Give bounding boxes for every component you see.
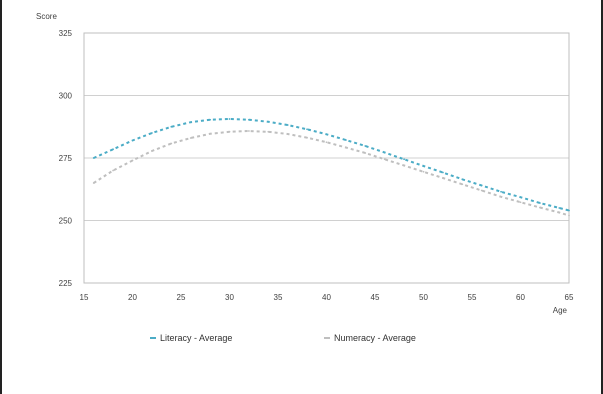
legend-label-literacy: Literacy - Average <box>160 333 232 343</box>
data-point <box>151 150 153 152</box>
series-line-literacy <box>93 117 570 212</box>
x-tick-label: 20 <box>128 293 137 302</box>
data-point <box>131 159 134 162</box>
data-point <box>189 137 192 139</box>
y-axis: 225 250 275 300 325 <box>59 29 73 288</box>
data-point <box>519 196 522 199</box>
x-axis-title: Age <box>553 306 568 315</box>
data-point <box>500 195 502 198</box>
data-point <box>209 132 212 135</box>
data-point <box>112 148 114 151</box>
data-point <box>248 130 250 132</box>
x-tick-label: 25 <box>177 293 186 302</box>
data-point <box>422 165 425 167</box>
data-point <box>189 121 192 124</box>
data-point <box>267 130 270 133</box>
data-point <box>442 171 444 174</box>
data-point <box>539 202 541 204</box>
data-point <box>131 139 134 142</box>
data-point <box>286 124 289 126</box>
series-line-numeracy <box>93 129 570 217</box>
data-point <box>209 118 212 121</box>
data-point <box>364 152 367 154</box>
data-point <box>422 170 425 173</box>
x-tick-label: 65 <box>565 293 574 302</box>
data-point <box>500 190 502 193</box>
y-tick-label: 300 <box>59 92 73 101</box>
data-point <box>568 214 570 217</box>
data-point <box>568 209 570 212</box>
data-point <box>403 164 405 167</box>
data-point <box>442 177 444 179</box>
data-point <box>480 189 483 192</box>
legend: Literacy - Average Numeracy - Average <box>150 333 416 343</box>
data-point <box>306 128 308 131</box>
data-point <box>170 142 173 145</box>
y-tick-label: 275 <box>59 154 73 163</box>
x-axis: 15 20 25 30 35 40 45 50 55 60 65 <box>80 293 574 302</box>
data-point <box>558 211 561 214</box>
series-layer <box>92 117 570 217</box>
data-point <box>248 118 250 121</box>
data-point <box>286 133 289 135</box>
data-point <box>267 120 270 123</box>
x-tick-label: 40 <box>322 293 331 302</box>
y-axis-title: Score <box>36 12 57 21</box>
data-point <box>383 151 386 154</box>
x-tick-label: 45 <box>371 293 380 302</box>
x-tick-label: 30 <box>225 293 234 302</box>
data-point <box>92 157 95 159</box>
data-point <box>345 146 347 149</box>
data-point <box>519 201 522 204</box>
x-tick-label: 35 <box>274 293 283 302</box>
data-point <box>480 184 483 187</box>
legend-label-numeracy: Numeracy - Average <box>334 333 416 343</box>
data-point <box>403 158 405 161</box>
y-tick-label: 225 <box>59 279 73 288</box>
data-point <box>461 178 464 181</box>
data-point <box>151 132 153 134</box>
data-point <box>228 118 231 120</box>
data-point <box>112 169 114 172</box>
x-tick-label: 60 <box>516 293 525 302</box>
y-tick-label: 250 <box>59 217 73 226</box>
data-point <box>92 182 95 184</box>
x-tick-label: 15 <box>80 293 89 302</box>
gridlines <box>84 32 569 284</box>
data-point <box>539 206 541 209</box>
data-point <box>383 158 386 161</box>
data-point <box>325 141 328 144</box>
plot-area-border <box>83 32 570 284</box>
data-point <box>170 125 173 128</box>
data-point <box>228 130 231 133</box>
y-tick-label: 325 <box>59 29 73 38</box>
x-tick-label: 55 <box>468 293 477 302</box>
x-tick-label: 50 <box>419 293 428 302</box>
data-point <box>558 207 561 209</box>
data-point <box>461 183 464 186</box>
data-point <box>306 136 308 139</box>
data-point <box>325 133 328 136</box>
data-point <box>364 145 367 147</box>
data-point <box>345 139 347 141</box>
